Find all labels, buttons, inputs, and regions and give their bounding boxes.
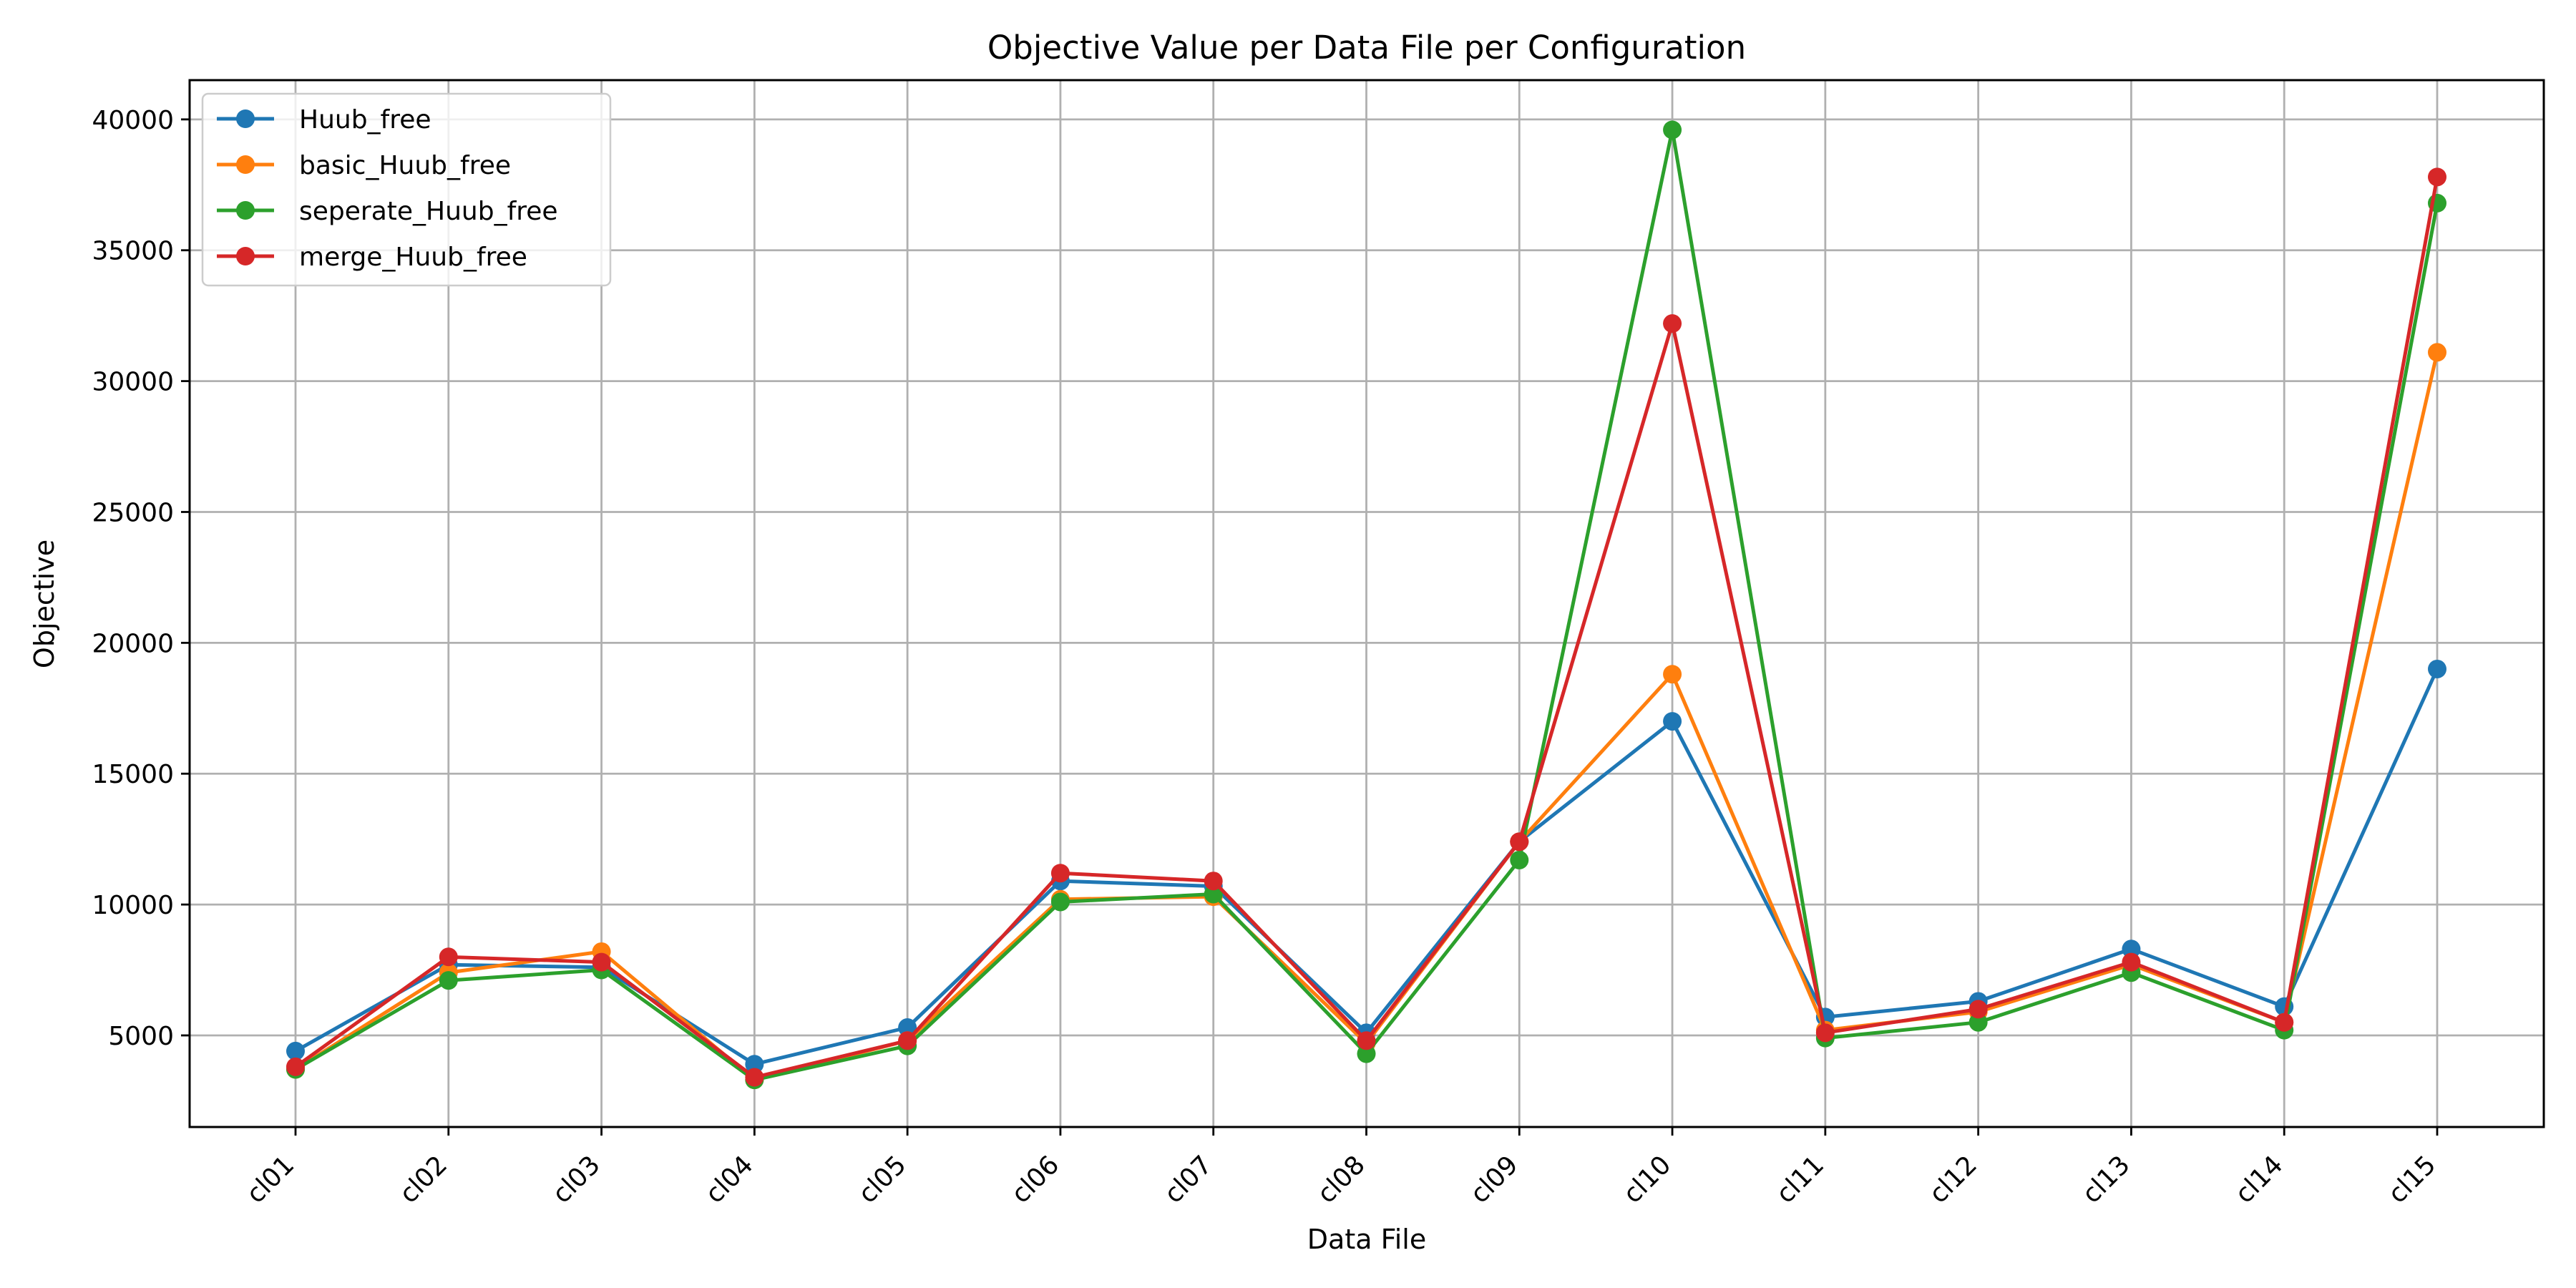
x-tick-label: cl13	[2077, 1150, 2135, 1209]
data-point	[1815, 1023, 1835, 1043]
legend-box	[201, 92, 612, 287]
chart-title: Objective Value per Data File per Config…	[987, 29, 1746, 67]
data-point	[2122, 952, 2141, 972]
grid-lines	[190, 80, 2544, 1127]
data-point	[286, 1057, 305, 1076]
data-point	[2428, 343, 2446, 362]
series-layer	[286, 120, 2446, 1090]
data-point	[2428, 659, 2446, 678]
x-tick-label: cl11	[1771, 1150, 1830, 1209]
y-tick-label: 10000	[92, 891, 174, 920]
legend-label: merge_Huub_free	[299, 243, 527, 272]
legend-marker	[236, 155, 255, 174]
series-merge_Huub_free	[286, 167, 2446, 1087]
y-tick-label: 35000	[92, 237, 174, 266]
x-tick-label: cl12	[1924, 1150, 1983, 1209]
y-tick-label: 15000	[92, 760, 174, 789]
y-tick-label: 30000	[92, 368, 174, 397]
data-point	[1968, 1013, 1988, 1032]
data-point	[439, 947, 458, 967]
x-tick-label: cl10	[1618, 1150, 1677, 1209]
data-point	[1050, 864, 1070, 883]
data-point	[1204, 872, 1223, 891]
legend-item: Huub_free	[217, 105, 431, 135]
x-tick-label: cl06	[1006, 1150, 1065, 1209]
data-point	[1968, 1000, 1988, 1019]
legend-item: seperate_Huub_free	[217, 197, 558, 226]
y-tick-label: 20000	[92, 629, 174, 658]
y-axis: 5000 10000 15000 20000 25000 30000 35000 40000	[92, 106, 190, 1051]
x-tick-label: cl05	[853, 1150, 912, 1209]
legend-marker	[236, 247, 255, 265]
x-tick-label: cl04	[700, 1150, 758, 1209]
data-point	[1050, 892, 1070, 912]
x-tick-label: cl15	[2383, 1150, 2441, 1209]
data-point	[1510, 850, 1529, 869]
x-tick-label: cl03	[547, 1150, 605, 1209]
data-point	[439, 971, 458, 990]
y-tick-label: 40000	[92, 106, 174, 135]
data-point	[1663, 120, 1682, 140]
data-point	[1204, 884, 1223, 904]
data-point	[1663, 314, 1682, 333]
legend-item: basic_Huub_free	[217, 151, 511, 180]
y-axis-label: Objective	[29, 540, 60, 668]
data-point	[745, 1068, 764, 1087]
x-axis: cl01 cl02 cl03 cl04 cl05 cl06 cl07 cl08 cl09 cl10…	[241, 1127, 2441, 1209]
data-point	[1663, 712, 1682, 731]
y-tick-label: 25000	[92, 498, 174, 527]
legend-label: Huub_free	[299, 105, 431, 135]
x-tick-label: cl02	[394, 1150, 453, 1209]
x-tick-label: cl08	[1312, 1150, 1370, 1209]
x-tick-label: cl07	[1159, 1150, 1218, 1209]
data-point	[898, 1018, 917, 1038]
data-point	[2428, 167, 2446, 187]
data-point	[745, 1055, 764, 1074]
data-point	[1663, 665, 1682, 684]
data-point	[1357, 1044, 1376, 1063]
data-point	[898, 1031, 917, 1050]
data-point	[2275, 1013, 2294, 1032]
data-point	[592, 952, 611, 972]
data-point	[1357, 1031, 1376, 1050]
legend-marker	[236, 201, 255, 220]
legend-item: merge_Huub_free	[217, 243, 527, 272]
legend: Huub_free basic_Huub_free seperate_Huub_fr…	[201, 92, 612, 287]
x-tick-label: cl09	[1465, 1150, 1523, 1209]
data-point	[286, 1041, 305, 1060]
legend-label: basic_Huub_free	[299, 151, 511, 180]
x-axis-label: Data File	[1307, 1224, 1426, 1255]
data-point	[1510, 832, 1529, 852]
legend-marker	[236, 109, 255, 128]
x-tick-label: cl14	[2230, 1150, 2288, 1209]
y-tick-label: 5000	[108, 1022, 174, 1051]
x-tick-label: cl01	[241, 1150, 300, 1209]
legend-label: seperate_Huub_free	[299, 197, 558, 226]
data-point	[2122, 940, 2141, 959]
